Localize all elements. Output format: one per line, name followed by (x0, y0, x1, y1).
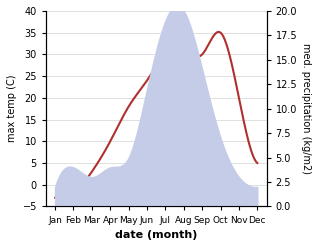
X-axis label: date (month): date (month) (115, 230, 197, 240)
Y-axis label: max temp (C): max temp (C) (7, 75, 17, 143)
Y-axis label: med. precipitation (kg/m2): med. precipitation (kg/m2) (301, 43, 311, 174)
